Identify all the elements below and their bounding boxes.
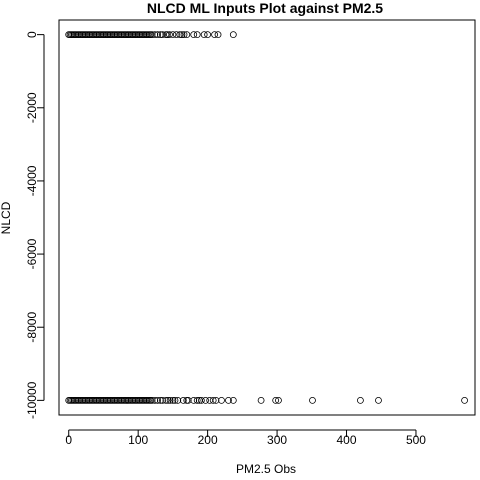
x-axis-label: PM2.5 Obs	[236, 462, 296, 476]
data-point	[218, 396, 225, 404]
data-point	[309, 396, 316, 404]
data-point	[156, 396, 164, 404]
y-tick-label: -4000	[25, 165, 39, 196]
data-point	[164, 396, 172, 404]
x-tick-label: 0	[65, 433, 72, 447]
data-point	[151, 31, 159, 39]
data-point	[225, 396, 232, 404]
data-point	[176, 31, 184, 39]
data-point	[156, 31, 164, 39]
data-point	[461, 396, 468, 404]
y-tick-label: -8000	[25, 312, 39, 343]
data-point	[209, 396, 217, 404]
data-point	[190, 396, 198, 404]
y-tick-label: -10000	[25, 381, 39, 419]
data-point	[166, 396, 174, 404]
data-point	[229, 31, 237, 39]
data-point	[272, 396, 280, 404]
data-point	[159, 396, 166, 404]
y-tick-label: 0	[25, 31, 39, 38]
data-point	[162, 31, 170, 39]
data-point	[148, 396, 156, 404]
plot-frame	[58, 19, 476, 416]
data-point	[275, 396, 282, 404]
data-point	[375, 396, 382, 404]
data-point	[169, 396, 177, 404]
data-point	[183, 31, 191, 39]
data-point	[202, 396, 209, 404]
data-point	[212, 396, 220, 404]
data-point	[159, 31, 166, 39]
x-axis: 0 100 200 300 400 500	[65, 429, 426, 447]
data-point	[190, 31, 198, 39]
y-axis-label: NLCD	[0, 201, 13, 234]
data-point	[172, 31, 180, 39]
data-point	[204, 31, 212, 39]
data-point	[162, 396, 170, 404]
x-tick-label: 500	[406, 433, 426, 447]
data-point	[200, 31, 208, 39]
x-tick-label: 400	[337, 433, 357, 447]
chart-title: NLCD ML Inputs Plot against PM2.5	[147, 0, 383, 16]
data-point	[193, 31, 201, 39]
data-point	[171, 396, 179, 404]
data-point	[180, 31, 188, 39]
data-point	[179, 396, 187, 404]
x-tick-label: 100	[128, 433, 148, 447]
data-point	[206, 396, 214, 404]
data-points	[65, 31, 468, 404]
x-tick-label: 300	[267, 433, 287, 447]
data-point	[163, 31, 171, 39]
y-tick-label: -2000	[25, 92, 39, 123]
data-point	[211, 31, 218, 39]
data-point	[214, 31, 222, 39]
data-point	[148, 31, 156, 39]
x-tick-label: 200	[198, 433, 218, 447]
data-point	[166, 31, 173, 39]
data-point	[193, 396, 201, 404]
data-point	[197, 396, 205, 404]
data-point	[178, 31, 186, 39]
data-point	[151, 396, 159, 404]
data-point	[184, 396, 192, 404]
data-point	[183, 396, 191, 404]
y-tick-label: -6000	[25, 238, 39, 269]
data-point	[154, 396, 162, 404]
data-point	[154, 31, 162, 39]
data-point	[357, 396, 364, 404]
data-point	[257, 396, 265, 404]
data-point	[169, 31, 177, 39]
y-axis: 0 -2000 -4000 -6000 -8000 -10000	[25, 31, 45, 419]
data-point	[174, 396, 182, 404]
data-point	[229, 396, 237, 404]
